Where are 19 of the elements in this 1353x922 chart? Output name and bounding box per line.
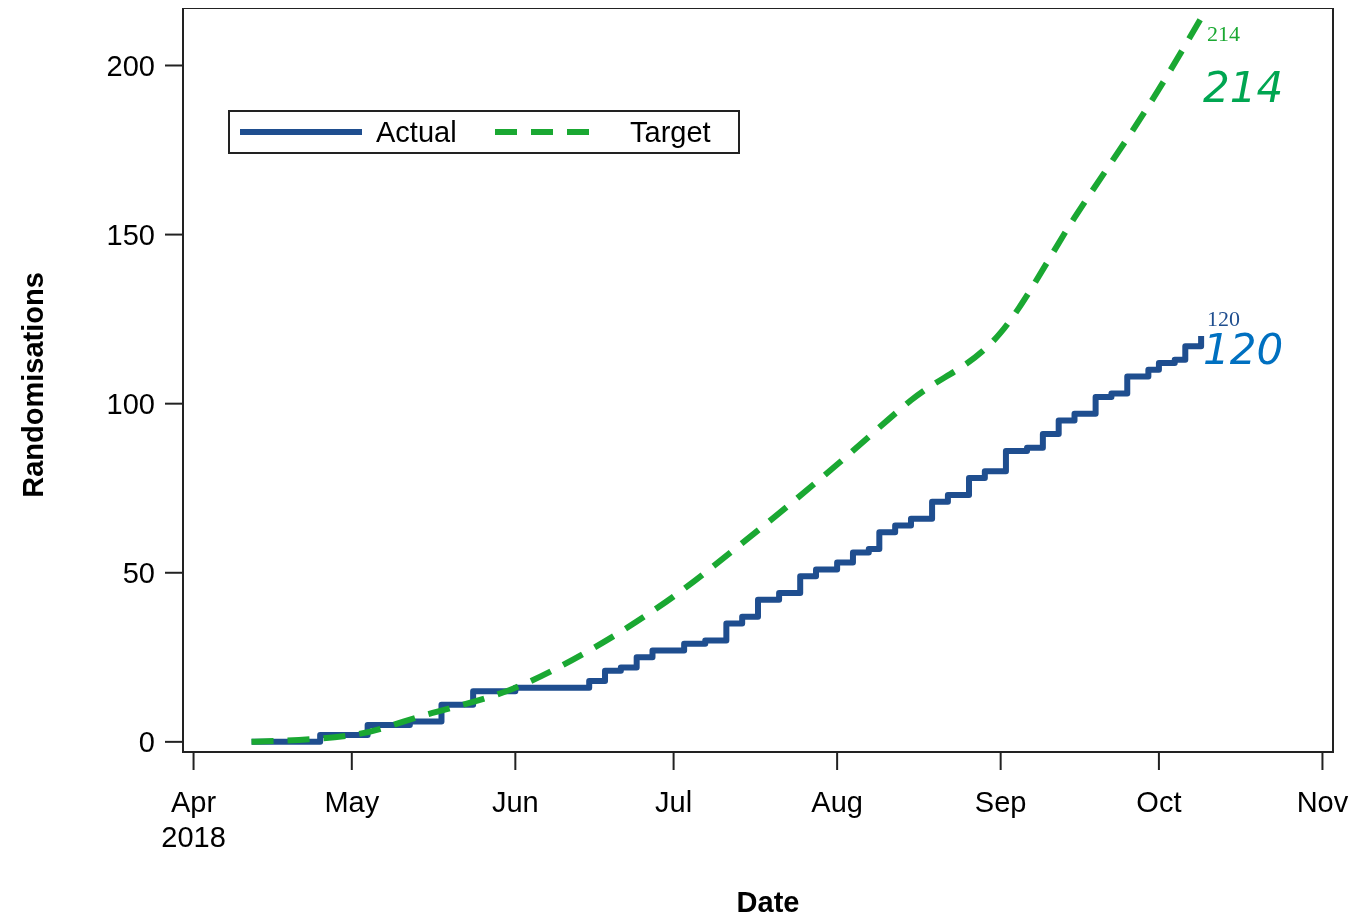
y-tick-label: 50	[122, 556, 155, 589]
legend-label: Actual	[376, 116, 457, 149]
x-tick-label: Nov	[1296, 786, 1349, 818]
y-axis-title: Randomisations	[17, 272, 49, 498]
x-axis-title: Date	[736, 886, 800, 918]
y-tick-label: 0	[138, 726, 155, 758]
x-tick-label: Oct	[1136, 786, 1182, 818]
y-tick-label: 100	[106, 387, 155, 420]
x-tick-label: Jun	[491, 786, 539, 818]
x-tick-label: Jul	[655, 786, 693, 818]
x-tick-label: Aug	[811, 786, 863, 818]
y-tick-label: 200	[106, 49, 155, 82]
annotation: 214	[1207, 21, 1241, 47]
annotation: 214	[1203, 63, 1284, 113]
y-tick-label: 150	[106, 218, 155, 251]
x-tick-label: May	[324, 786, 380, 818]
x-tick-label: Sep	[974, 786, 1027, 818]
x-tick-label: Apr 2018	[161, 786, 226, 853]
legend-label: Target	[630, 116, 711, 149]
